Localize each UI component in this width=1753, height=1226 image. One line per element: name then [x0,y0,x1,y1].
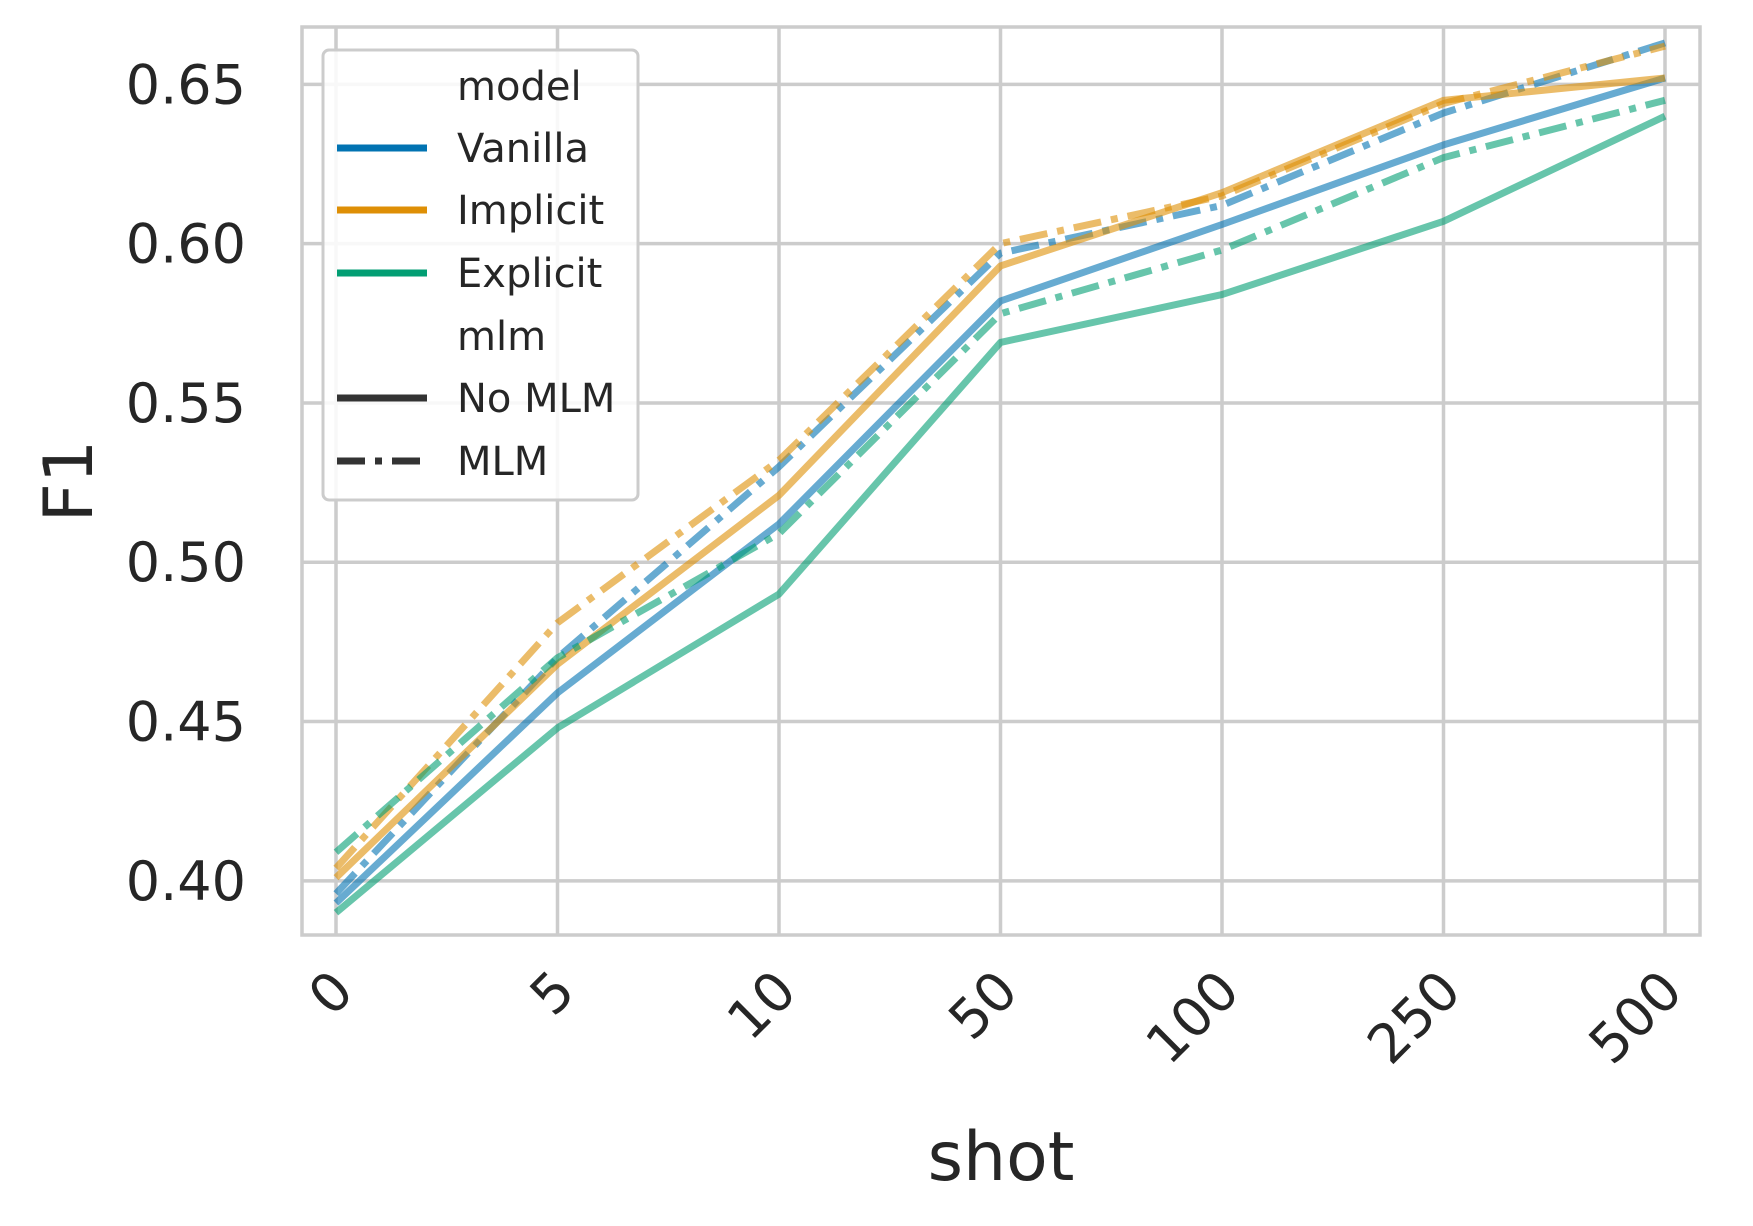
legend-label-mlm: MLM [457,439,548,485]
x-tick-label: 10 [715,959,808,1052]
plot-frame [300,25,1702,937]
x-tick-labels: 0 5 10 50 100 250 500 [296,959,1694,1076]
y-tick-label: 0.40 [126,850,246,913]
series-line-implicit-mlm [333,42,1666,871]
legend-box [321,48,640,502]
legend-title-model: model [457,64,582,110]
x-tick-label: 100 [1134,959,1251,1076]
y-tick-label: 0.65 [126,53,246,116]
y-tick-label: 0.45 [126,691,246,754]
y-tick-label: 0.55 [126,372,246,435]
x-tick-label: 5 [518,959,587,1028]
legend-label-explicit: Explicit [457,251,602,297]
legend-label-implicit: Implicit [457,188,604,234]
x-tick-label: 500 [1577,959,1694,1076]
y-tick-labels: 0.40 0.45 0.50 0.55 0.60 0.65 [126,53,246,912]
y-tick-label: 0.60 [126,213,246,276]
series-line-vanilla-no-mlm [333,74,1667,906]
legend-label-no-mlm: No MLM [457,376,615,422]
legend-title-mlm: mlm [457,314,546,360]
series-line-vanilla-mlm [333,39,1667,896]
legend: model Vanilla Implicit Explicit mlm No M… [321,48,640,502]
x-axis-label: shot [928,1118,1075,1197]
legend-label-vanilla: Vanilla [457,126,589,172]
x-tick-label: 250 [1355,959,1472,1076]
y-tick-label: 0.50 [126,531,246,594]
x-tick-label: 50 [937,959,1030,1052]
series-lines [333,39,1667,916]
y-axis-label: F1 [30,440,109,522]
series-line-explicit-mlm [333,96,1666,855]
series-line-explicit-no-mlm [333,113,1667,916]
x-tick-label: 0 [296,959,365,1028]
